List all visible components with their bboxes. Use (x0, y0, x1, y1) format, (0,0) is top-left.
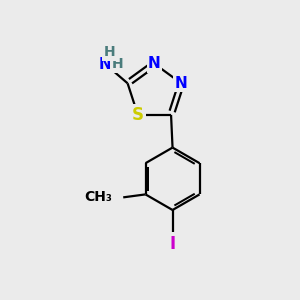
Text: N: N (98, 57, 111, 72)
Text: I: I (169, 235, 175, 253)
Text: S: S (132, 106, 144, 124)
Text: H: H (112, 57, 123, 71)
Text: N: N (175, 76, 188, 91)
Text: CH₃: CH₃ (84, 190, 112, 204)
Text: H: H (103, 45, 115, 59)
Text: N: N (148, 56, 161, 71)
